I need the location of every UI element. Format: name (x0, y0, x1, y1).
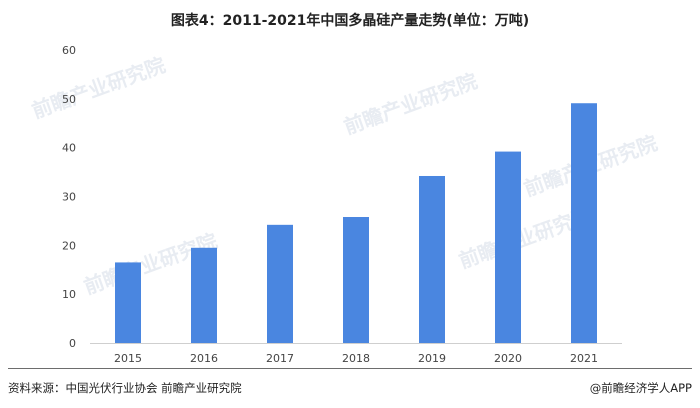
y-tick-label: 50 (62, 93, 76, 106)
x-tick-label: 2020 (494, 352, 522, 365)
source-note: 资料来源：中国光伏行业协会 前瞻产业研究院 (8, 381, 242, 395)
chart-title: 图表4：2011-2021年中国多晶硅产量走势(单位：万吨) (170, 13, 530, 29)
x-tick-label: 2017 (266, 352, 294, 365)
y-tick-label: 0 (69, 337, 76, 350)
bar (267, 224, 293, 343)
y-tick-label: 20 (62, 239, 76, 252)
x-tick-label: 2019 (418, 352, 446, 365)
bar (495, 151, 521, 343)
bar (571, 103, 597, 343)
x-tick-label: 2018 (342, 352, 370, 365)
y-tick-label: 10 (62, 288, 76, 301)
footer-divider (8, 368, 692, 369)
x-tick-label: 2015 (114, 352, 142, 365)
y-tick-label: 40 (62, 142, 76, 155)
x-tick-label: 2021 (570, 352, 598, 365)
bar-chart: 0 10 20 30 40 50 60 2015 2016 2017 2018 2019 2020 202… (62, 44, 622, 365)
y-tick-label: 60 (62, 44, 76, 57)
bar (115, 262, 141, 343)
x-tick-label: 2016 (190, 352, 218, 365)
bar (343, 217, 369, 343)
bar (419, 175, 445, 343)
brand-credit: @前瞻经济学人APP (589, 381, 692, 395)
bar (191, 247, 217, 343)
y-tick-label: 30 (62, 191, 76, 204)
